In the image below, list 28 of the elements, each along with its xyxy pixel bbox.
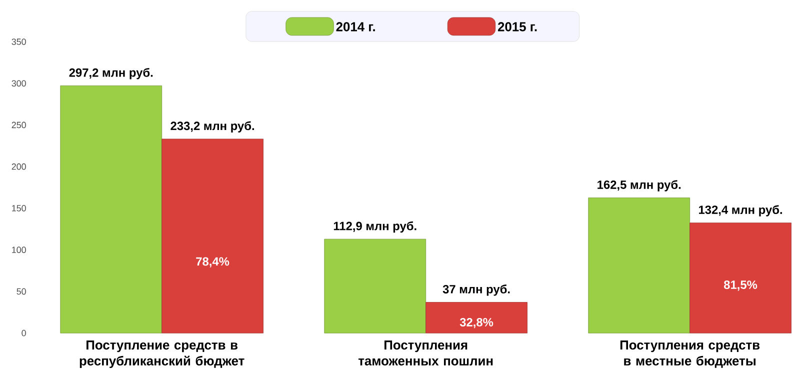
- y-tick-label: 100: [12, 246, 26, 254]
- y-tick-label: 250: [12, 122, 26, 128]
- x-tick-label: Поступление средств в республиканский бюджет: [80, 340, 244, 368]
- bar: [588, 198, 690, 334]
- bar: [690, 222, 792, 334]
- legend-label: 2015 г.: [498, 22, 537, 32]
- y-tick-label: 350: [12, 38, 26, 46]
- bar: [162, 138, 264, 334]
- annotation: 81,5%: [724, 280, 758, 291]
- y-tick-label: 50: [16, 288, 26, 295]
- data-label: 233,2 млн руб.: [170, 121, 254, 133]
- legend-label: 2014 г.: [336, 22, 375, 32]
- y-tick-label: 300: [12, 80, 26, 87]
- x-tick-label: Поступления средств в местные бюджеты: [620, 340, 760, 368]
- data-label: 132,4 млн руб.: [698, 205, 782, 216]
- bar: [60, 86, 162, 334]
- x-tick-label: Поступления таможенных пошлин: [358, 340, 493, 366]
- annotation: 32,8%: [460, 318, 494, 328]
- y-tick-label: 150: [12, 205, 26, 212]
- data-label: 162,5 млн руб.: [598, 180, 681, 192]
- annotation: 78,4%: [196, 257, 230, 268]
- y-tick-label: 0: [22, 330, 26, 336]
- bar: [324, 239, 426, 334]
- data-label: 37 млн руб.: [442, 284, 510, 296]
- data-label: 112,9 млн руб.: [334, 222, 416, 233]
- data-label: 297,2 млн руб.: [69, 68, 153, 80]
- bar: [426, 302, 528, 334]
- y-tick-label: 200: [12, 164, 26, 170]
